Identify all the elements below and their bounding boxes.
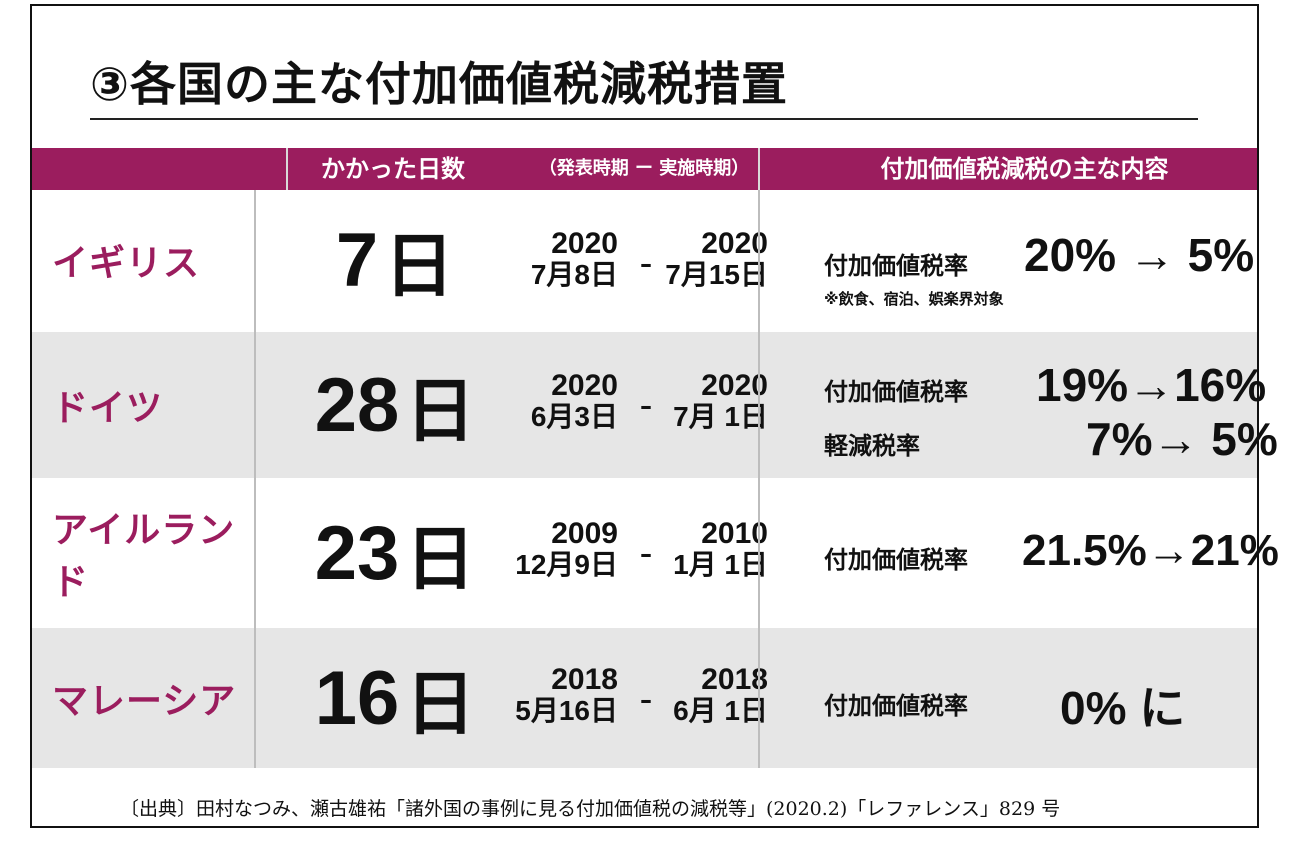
rate-label: 付加価値税率 <box>824 546 968 574</box>
tax-content: 付加価値税率 21.5%→21% <box>792 480 1279 626</box>
announce-date: 2020 6月3日 <box>498 370 618 432</box>
rate-change: 19%→16% <box>1036 359 1267 411</box>
implement-month-day: 1月 1日 <box>673 549 768 580</box>
announce-month-day: 6月3日 <box>530 401 618 432</box>
rate-label: 付加価値税率 <box>824 252 968 280</box>
implement-date: 2018 6月 1日 <box>648 664 768 726</box>
period-dash: – <box>640 250 652 278</box>
table-header: かかった日数 （発表時期 ー 実施時期） 付加価値税減税の主な内容 <box>32 148 1257 190</box>
announce-year: 2009 <box>551 517 618 550</box>
days-unit: 日 <box>405 369 476 452</box>
header-content: 付加価値税減税の主な内容 <box>880 155 1169 183</box>
days-count: 23 日 <box>290 480 500 626</box>
implement-year: 2020 <box>701 369 768 402</box>
title-underline <box>90 118 1198 120</box>
period-dash: – <box>640 540 652 568</box>
period-dash: – <box>640 686 652 714</box>
period-dates: 2020 6月3日 – 2020 7月 1日 <box>498 332 790 478</box>
period-dates: 2018 5月16日 – 2018 6月 1日 <box>498 628 790 768</box>
implement-year: 2018 <box>701 663 768 696</box>
days-number: 23 <box>314 510 400 596</box>
country-name: マレーシア <box>52 681 237 722</box>
announce-year: 2020 <box>551 369 618 402</box>
country-name: ドイツ <box>52 388 164 429</box>
announce-date: 2018 5月16日 <box>498 664 618 726</box>
announce-year: 2018 <box>551 663 618 696</box>
days-count: 28 日 <box>290 332 500 478</box>
table-row-germany: ドイツ 28 日 2020 6月3日 – 2020 7月 1日 付加価値税率 19… <box>32 332 1278 478</box>
days-unit: 日 <box>384 224 455 307</box>
implement-year: 2020 <box>701 227 768 260</box>
days-count: 16 日 <box>290 628 500 768</box>
country-name: イギリス <box>52 243 201 284</box>
announce-month-day: 12月9日 <box>515 549 618 580</box>
implement-date: 2010 1月 1日 <box>648 518 768 580</box>
column-divider <box>758 190 760 768</box>
rate-change: 20% → 5% <box>1024 229 1255 281</box>
implement-year: 2010 <box>701 517 768 550</box>
header-period: （発表時期 ー 実施時期） <box>538 158 750 179</box>
period-dash: – <box>640 392 652 420</box>
announce-month-day: 5月16日 <box>515 695 618 726</box>
reduced-rate-label: 軽減税率 <box>824 432 920 460</box>
table-row-ireland: アイルランド 23 日 2009 12月9日 – 2010 1月 1日 付加価値税… <box>32 480 1279 626</box>
header-days: かかった日数 <box>321 155 465 183</box>
announce-year: 2020 <box>551 227 618 260</box>
tax-content: 付加価値税率 20% → 5% ※飲食、宿泊、娯楽界対象 <box>792 190 1257 330</box>
implement-date: 2020 7月 1日 <box>648 370 768 432</box>
country-name: アイルランド <box>52 510 236 603</box>
period-dates: 2009 12月9日 – 2010 1月 1日 <box>498 480 790 626</box>
rate-label: 付加価値税率 <box>824 378 968 406</box>
implement-month-day: 7月 1日 <box>673 401 768 432</box>
tax-content: 付加価値税率 19%→16% 軽減税率 7%→ 5% <box>792 332 1278 478</box>
period-dates: 2020 7月8日 – 2020 7月15日 <box>498 190 790 330</box>
announce-date: 2009 12月9日 <box>498 518 618 580</box>
header-divider <box>758 148 760 190</box>
page-title: ③各国の主な付加価値税減税措置 <box>90 57 788 111</box>
header-divider <box>286 148 288 190</box>
source-citation: 〔出典〕田村なつみ、瀬古雄祐「諸外国の事例に見る付加価値税の減税等」(2020.… <box>120 798 1061 820</box>
table-row-malaysia: マレーシア 16 日 2018 5月16日 – 2018 6月 1日 付加価値税率… <box>32 628 1257 768</box>
reduced-rate-change: 7%→ 5% <box>1086 413 1278 465</box>
rate-change: 0% に <box>1060 682 1186 734</box>
days-unit: 日 <box>405 517 476 600</box>
days-unit: 日 <box>405 662 476 745</box>
rate-note: ※飲食、宿泊、娯楽界対象 <box>824 290 1004 308</box>
days-number: 7 <box>335 217 379 303</box>
rate-label: 付加価値税率 <box>824 692 968 720</box>
column-divider <box>254 190 256 768</box>
rate-change: 21.5%→21% <box>1022 526 1279 575</box>
announce-date: 2020 7月8日 <box>498 228 618 290</box>
tax-content: 付加価値税率 0% に <box>792 628 1257 768</box>
implement-month-day: 6月 1日 <box>673 695 768 726</box>
days-number: 16 <box>314 655 400 741</box>
implement-date: 2020 7月15日 <box>648 228 768 290</box>
implement-month-day: 7月15日 <box>665 259 768 290</box>
days-number: 28 <box>314 362 400 448</box>
announce-month-day: 7月8日 <box>530 259 618 290</box>
